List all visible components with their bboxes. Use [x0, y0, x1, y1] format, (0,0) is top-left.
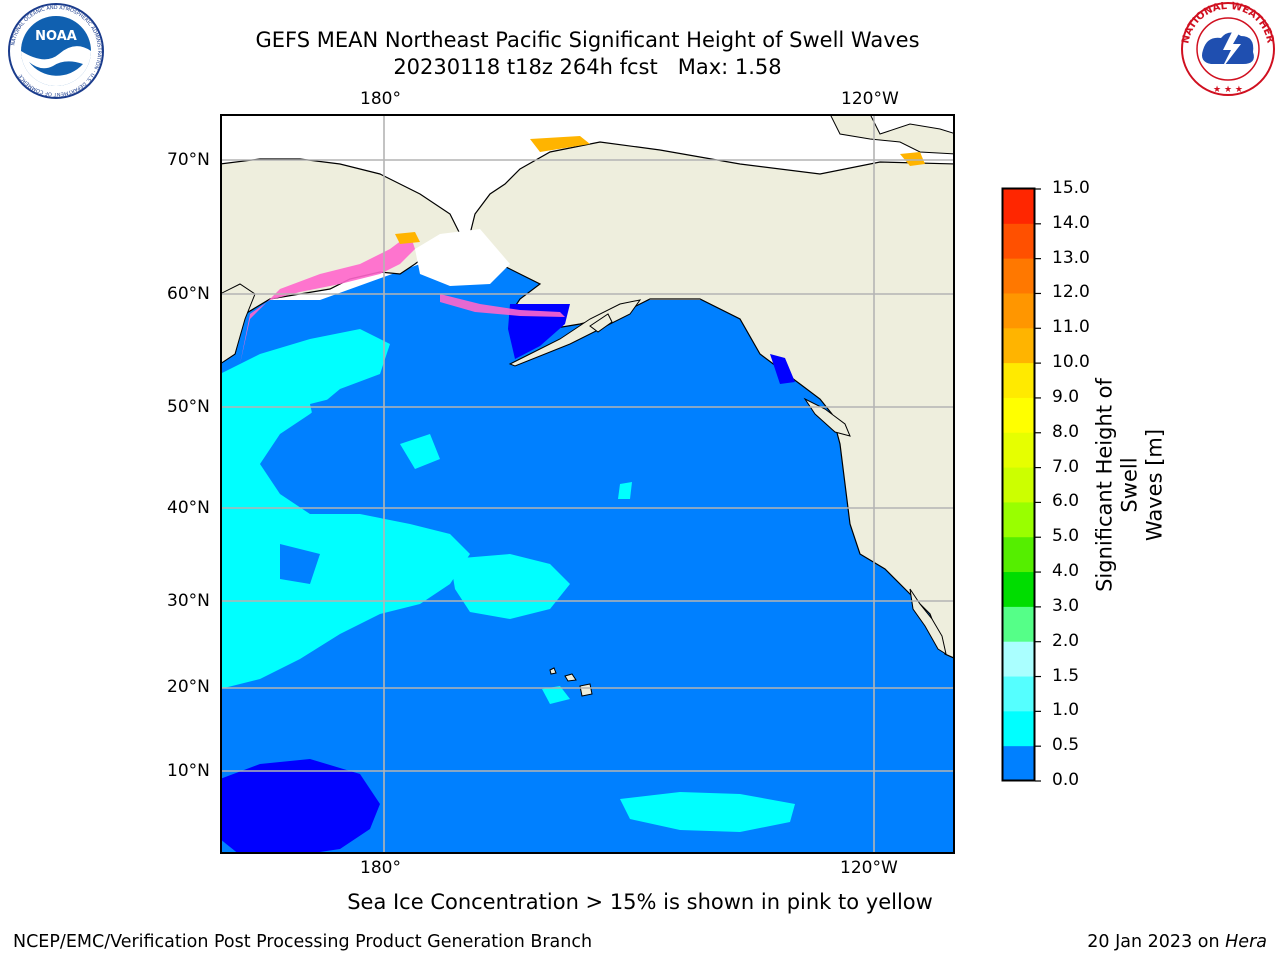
svg-text:★ ★ ★: ★ ★ ★ — [1213, 85, 1243, 95]
chart-title: GEFS MEAN Northeast Pacific Significant … — [255, 28, 920, 52]
colorbar-tick-label: 1.5 — [1052, 665, 1080, 686]
colorbar-segment — [1003, 676, 1034, 712]
colorbar-segment — [1003, 258, 1034, 294]
colorbar-segment — [1003, 502, 1034, 538]
colorbar-segment — [1003, 467, 1034, 503]
footer-date: 20 Jan 2023 on Hera — [1087, 932, 1267, 952]
colorbar-tick-label: 4.0 — [1052, 561, 1080, 582]
colorbar-segment — [1003, 572, 1034, 608]
colorbar-segment — [1003, 223, 1034, 260]
lat-label-30n: 30°N — [167, 591, 210, 611]
colorbar — [1001, 187, 1041, 782]
colorbar-segment — [1003, 397, 1034, 434]
lat-label-60n: 60°N — [167, 284, 210, 304]
map-panel — [220, 114, 955, 854]
colorbar-tick-label: 3.0 — [1052, 595, 1080, 616]
arctic-islands — [829, 115, 954, 155]
lon-label-bottom-180: 180° — [360, 858, 401, 878]
sea-ice-margin — [240, 234, 415, 364]
colorbar-tick-label: 7.0 — [1052, 456, 1080, 477]
colorbar-tick-label: 14.0 — [1052, 212, 1090, 233]
colorbar-segment — [1003, 711, 1034, 747]
lat-label-50n: 50°N — [167, 397, 210, 417]
footer-credit: NCEP/EMC/Verification Post Processing Pr… — [13, 932, 593, 952]
low-swell-patch — [221, 759, 380, 853]
colorbar-segment — [1003, 641, 1034, 678]
swell-patch-central — [450, 554, 570, 619]
map-frame — [220, 114, 955, 854]
siberia-land — [221, 158, 461, 365]
lat-label-40n: 40°N — [167, 498, 210, 518]
colorbar-segment — [1003, 432, 1034, 469]
colorbar-segment — [1003, 293, 1034, 329]
map-gridlines — [221, 115, 954, 853]
colorbar-label: Significant Height of Swell Waves [m] — [1092, 378, 1167, 592]
noaa-logo: NOAA NATIONAL OCEANIC AND ATMOSPHERIC AD… — [8, 3, 104, 99]
colorbar-tick-label: 2.0 — [1052, 630, 1080, 651]
swell-patch-south — [620, 792, 795, 832]
baja-california — [909, 588, 947, 656]
colorbar-tick-label: 6.0 — [1052, 491, 1080, 512]
colorbar-segment — [1003, 746, 1034, 782]
sea-ice-note: Sea Ice Concentration > 15% is shown in … — [347, 890, 933, 914]
lon-label-top-180: 180° — [360, 89, 401, 109]
colorbar-segment — [1003, 606, 1034, 643]
lon-label-top-120w: 120°W — [841, 89, 899, 109]
colorbar-tick-label: 9.0 — [1052, 386, 1080, 407]
lon-label-bottom-120w: 120°W — [840, 858, 898, 878]
hawaii-islands — [549, 667, 557, 675]
colorbar-tick-label: 0.0 — [1052, 770, 1080, 790]
chart-subtitle: 20230118 t18z 264h fcst Max: 1.58 — [393, 55, 782, 79]
nws-logo: NATIONAL WEATHER SERVICE ★ ★ ★ — [1177, 0, 1276, 96]
footer-host: Hera — [1225, 932, 1267, 952]
colorbar-tick-label: 0.5 — [1052, 735, 1080, 756]
colorbar-tick-label: 10.0 — [1052, 352, 1090, 373]
colorbar-segment — [1003, 328, 1034, 364]
colorbar-segment — [1003, 537, 1034, 573]
vancouver-island — [803, 397, 851, 437]
colorbar-tick-label: 15.0 — [1052, 178, 1090, 198]
colorbar-tick-label: 13.0 — [1052, 247, 1090, 268]
lat-label-20n: 20°N — [167, 677, 210, 697]
swell-patch-west — [221, 329, 470, 689]
colorbar-tick-label: 8.0 — [1052, 421, 1080, 442]
colorbar-tick-label: 1.0 — [1052, 700, 1080, 721]
lat-label-70n: 70°N — [167, 150, 210, 170]
colorbar-tick-label: 5.0 — [1052, 526, 1080, 547]
lat-label-10n: 10°N — [167, 761, 210, 781]
colorbar-tick-label: 12.0 — [1052, 282, 1090, 303]
noaa-logo-text: NOAA — [35, 29, 77, 44]
colorbar-segment — [1003, 189, 1034, 225]
colorbar-tick-label: 11.0 — [1052, 317, 1090, 338]
colorbar-segment — [1003, 363, 1034, 399]
